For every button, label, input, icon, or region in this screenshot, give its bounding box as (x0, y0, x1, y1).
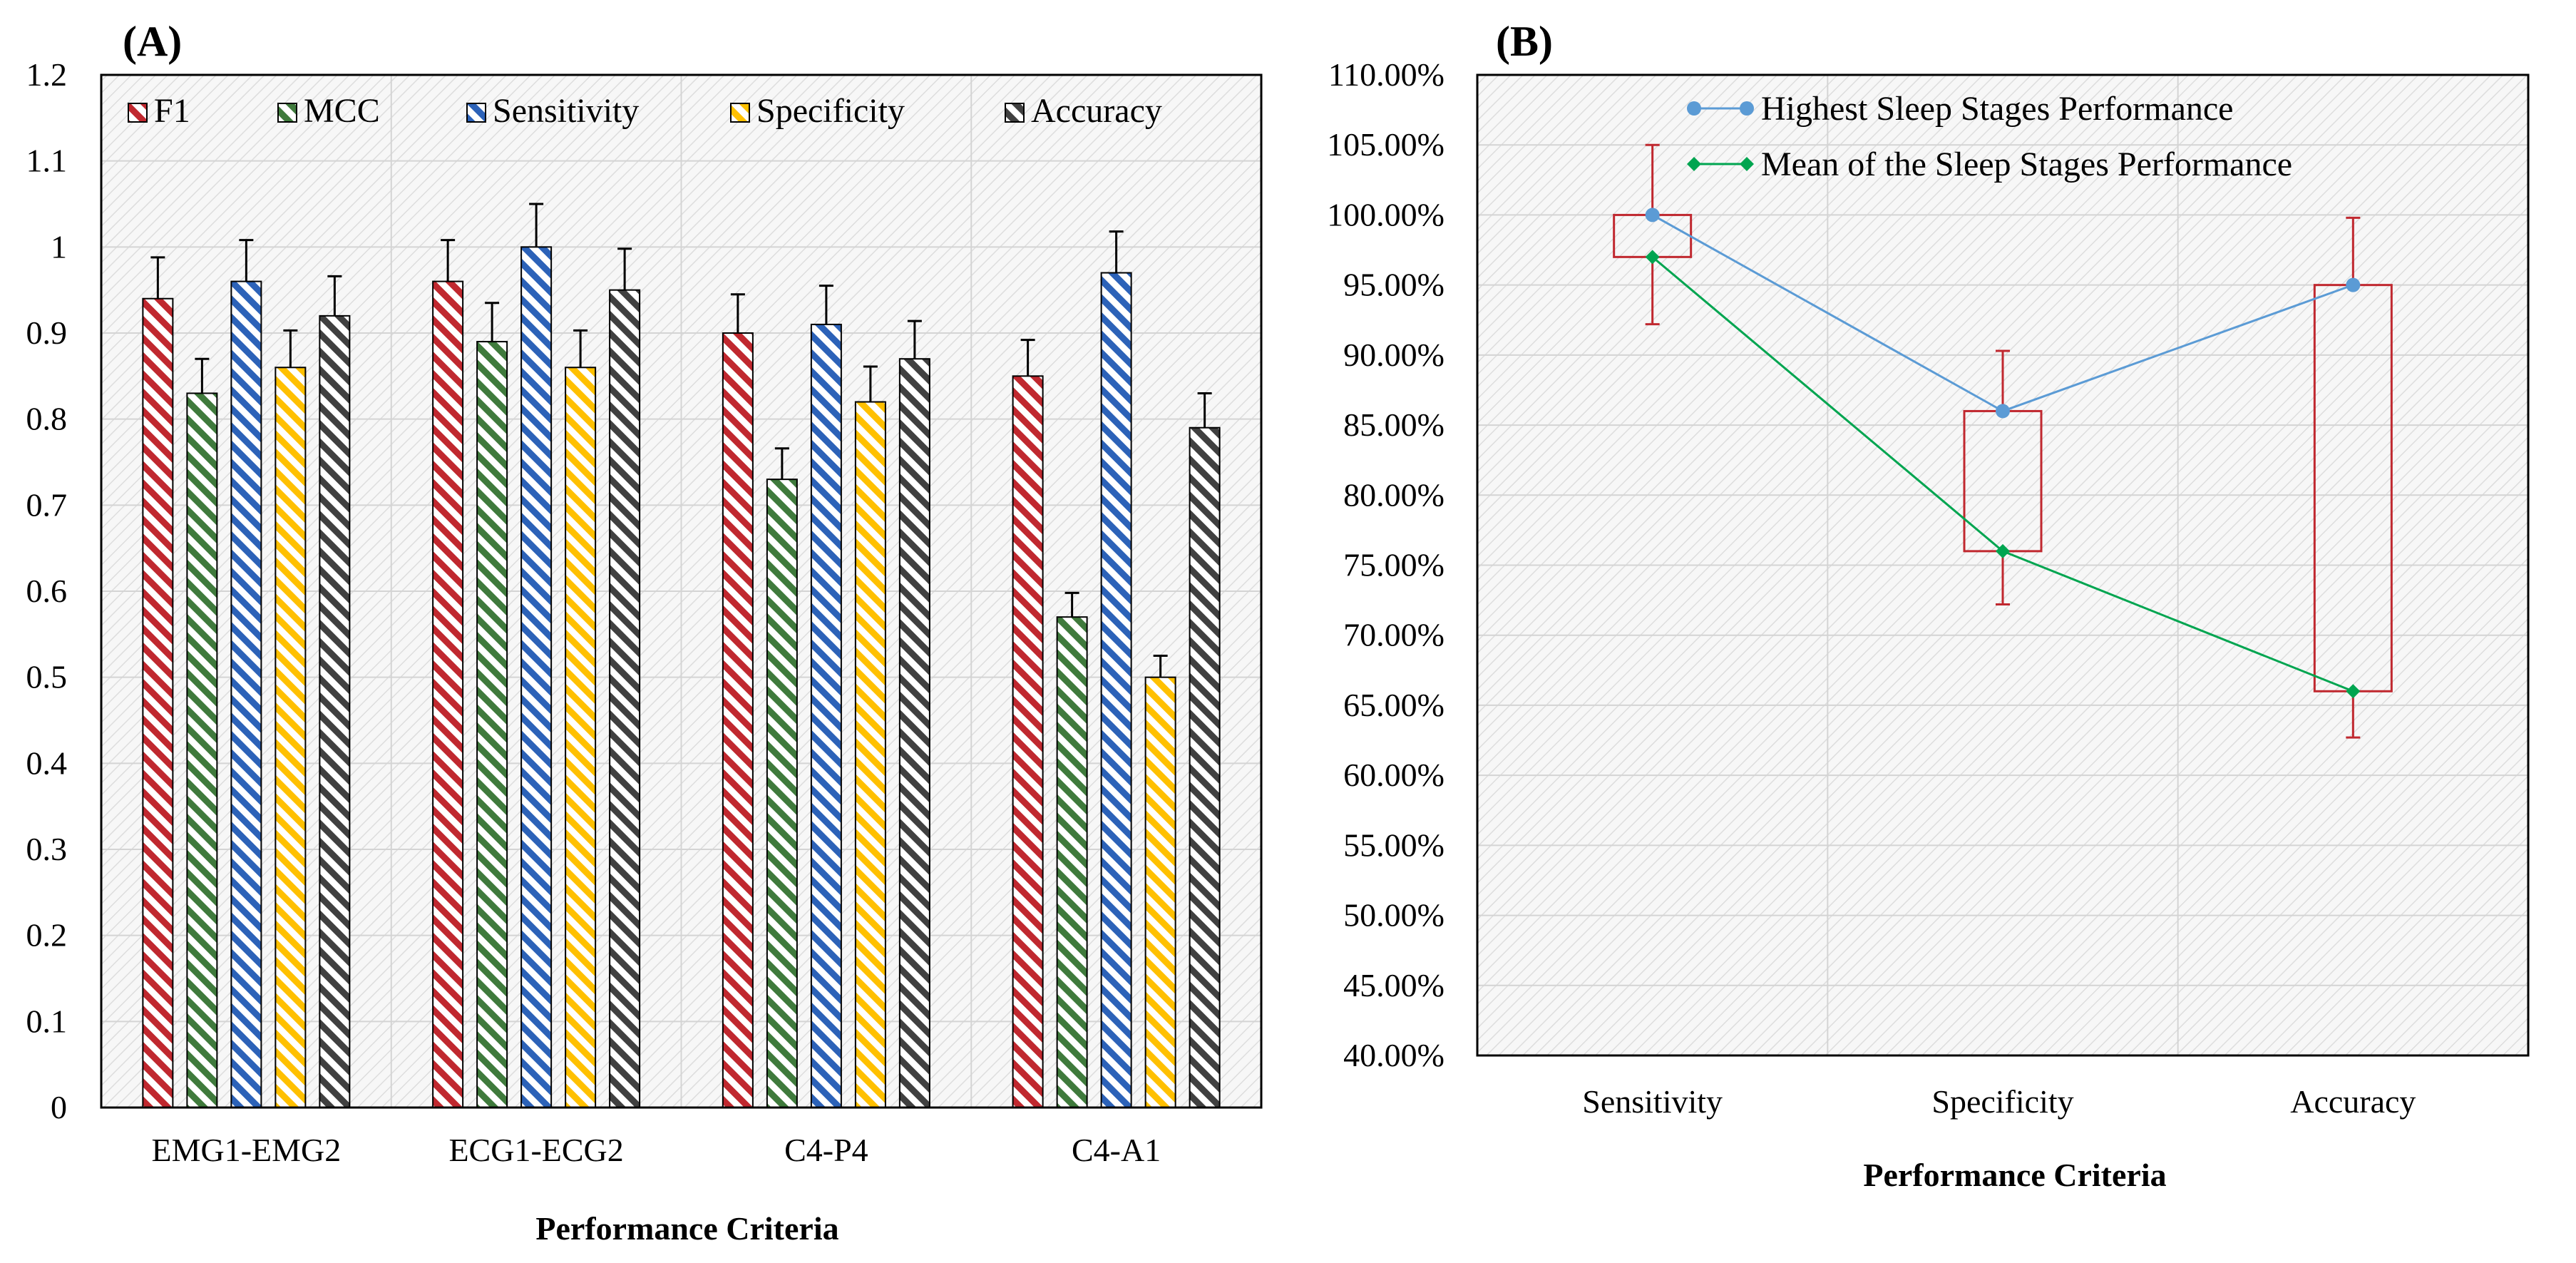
legend-marker-highest-sleep-stages-performance-1 (1740, 101, 1754, 116)
bar-ecg1-ecg2-sensitivity (520, 246, 553, 1108)
legend-marker-mean-of-the-sleep-stages-performance-1 (1740, 157, 1754, 171)
legend-label-specificity: Specificity (756, 92, 905, 130)
panel-a-x-tick-ecg1-ecg2: ECG1-ECG2 (448, 1132, 623, 1168)
panel-a-y-tick-label: 0.9 (26, 315, 68, 351)
legend-label-sensitivity: Sensitivity (493, 92, 639, 130)
panel-b-y-tick-label: 75.00% (1343, 547, 1444, 583)
panel-a-y-tick-label: 0.3 (26, 831, 68, 867)
panel-a-label: (A) (123, 18, 182, 65)
panel-a-bar-chart: (A) 00.10.20.30.40.50.60.70.80.911.11.2 … (26, 18, 1263, 1247)
bar-emg1-emg2-f1 (142, 297, 174, 1109)
panel-b-y-tick-label: 90.00% (1343, 337, 1444, 373)
panel-a-y-tick-label: 0.2 (26, 917, 68, 953)
legend-swatch-accuracy (1005, 103, 1025, 123)
legend-marker-mean-of-the-sleep-stages-performance-0 (1687, 157, 1701, 171)
legend-swatch-specificity (730, 103, 750, 123)
series-point-mean-of-the-sleep-stages-performance-specificity (1996, 543, 2010, 558)
legend-label-highest-sleep-stages-performance: Highest Sleep Stages Performance (1761, 90, 2233, 128)
panel-b-y-tick-label: 50.00% (1343, 897, 1444, 934)
bar-emg1-emg2-sensitivity (230, 280, 262, 1109)
bar-ecg1-ecg2-f1 (432, 280, 464, 1109)
legend-swatch-f1 (128, 103, 148, 123)
panel-a-y-tick-label: 0 (51, 1089, 67, 1125)
panel-b-y-tick-label: 40.00% (1343, 1037, 1444, 1073)
legend-label-accuracy: Accuracy (1031, 92, 1162, 130)
panel-a-x-tick-c4-p4: C4-P4 (784, 1132, 868, 1168)
panel-b-y-tick-label: 110.00% (1328, 56, 1444, 93)
panel-a-y-tick-label: 0.1 (26, 1003, 68, 1039)
panel-b-line-chart: (B) 40.00% 45.00% 50.00% 55.00% 60.00% 65.00%… (1327, 18, 2530, 1193)
panel-a-y-tick-label: 0.6 (26, 573, 68, 609)
panel-b-label: (B) (1496, 18, 1553, 65)
panel-a-plot-frame (100, 73, 1263, 1109)
bar-emg1-emg2-specificity (274, 367, 307, 1108)
panel-b-y-tick-label: 105.00% (1327, 126, 1444, 163)
panel-b-x-axis-title: Performance Criteria (1863, 1157, 2166, 1193)
panel-a-y-tick-label: 0.7 (26, 486, 68, 523)
panel-b-y-tick-label: 45.00% (1343, 967, 1444, 1003)
series-point-highest-sleep-stages-performance-sensitivity (1645, 208, 1660, 223)
panel-b-y-tick-label: 80.00% (1343, 476, 1444, 513)
legend-swatch-sensitivity (466, 103, 486, 123)
panel-b-x-tick-accuracy: Accuracy (2290, 1083, 2416, 1120)
series-point-highest-sleep-stages-performance-accuracy (2346, 277, 2361, 292)
legend-swatch-mcc (277, 103, 297, 123)
bar-c4-a1-f1 (1012, 375, 1044, 1108)
panel-a-y-tick-label: 0.8 (26, 401, 68, 437)
bar-ecg1-ecg2-specificity (565, 367, 597, 1108)
panel-b-y-tick-label: 60.00% (1343, 757, 1444, 793)
panel-b-y-tick-label: 95.00% (1343, 267, 1444, 303)
panel-b-y-tick-label: 65.00% (1343, 687, 1444, 723)
bar-c4-a1-accuracy (1189, 426, 1221, 1108)
bar-c4-a1-sensitivity (1100, 272, 1132, 1108)
legend-marker-highest-sleep-stages-performance-0 (1687, 101, 1701, 116)
series-point-highest-sleep-stages-performance-specificity (1996, 404, 2010, 419)
bar-c4-p4-f1 (722, 332, 754, 1108)
legend-label-mcc: MCC (304, 92, 380, 130)
panel-a-x-axis-title: Performance Criteria (535, 1210, 838, 1247)
bar-c4-p4-accuracy (898, 358, 930, 1109)
panel-a-y-tick-label: 1.2 (26, 56, 68, 93)
bar-c4-a1-specificity (1144, 676, 1176, 1108)
panel-b-x-tick-sensitivity: Sensitivity (1582, 1083, 1723, 1120)
bar-emg1-emg2-mcc (186, 392, 218, 1108)
panel-b-y-tick-label: 100.00% (1327, 196, 1444, 232)
bar-emg1-emg2-accuracy (319, 315, 351, 1108)
panel-a-y-tick-label: 1 (51, 228, 67, 265)
panel-b-y-tick-label: 55.00% (1343, 827, 1444, 863)
panel-b-y-tick-label: 70.00% (1343, 617, 1444, 653)
panel-b-x-tick-specificity: Specificity (1931, 1083, 2073, 1120)
panel-a-y-tick-label: 0.5 (26, 659, 68, 695)
panel-a-x-tick-c4-a1: C4-A1 (1072, 1132, 1161, 1168)
legend-label-f1: F1 (154, 92, 190, 130)
legend-label-mean-of-the-sleep-stages-performance: Mean of the Sleep Stages Performance (1761, 145, 2292, 183)
panel-a-y-tick-label: 1.1 (26, 143, 68, 179)
series-point-mean-of-the-sleep-stages-performance-sensitivity (1645, 250, 1660, 265)
panel-a-error-bars (150, 203, 1212, 677)
bar-c4-p4-specificity (854, 401, 886, 1108)
panel-b-series-lines (1645, 208, 2361, 699)
series-point-mean-of-the-sleep-stages-performance-accuracy (2346, 684, 2361, 699)
bar-c4-a1-mcc (1056, 616, 1088, 1108)
panel-b-y-tick-labels: 40.00% 45.00% 50.00% 55.00% 60.00% 65.00% 70.0… (1327, 56, 1444, 1073)
panel-b-x-tick-labels: Sensitivity Specificity Accuracy (1582, 1083, 2416, 1120)
bar-c4-p4-sensitivity (810, 323, 842, 1108)
bar-c4-p4-mcc (766, 479, 798, 1108)
panel-a-y-tick-label: 0.4 (26, 745, 68, 781)
panel-a-legend: F1 MCC Sensitivity Specificity Accuracy (128, 92, 1162, 130)
panel-a-x-tick-emg1-emg2: EMG1-EMG2 (151, 1132, 341, 1168)
panel-b-legend: Highest Sleep Stages Performance Mean of … (1687, 90, 2292, 183)
bar-ecg1-ecg2-accuracy (609, 289, 641, 1109)
panel-a-x-tick-labels: EMG1-EMG2 ECG1-ECG2 C4-P4 C4-A1 (151, 1132, 1161, 1168)
panel-a-y-tick-labels: 0 0.1 0.2 0.3 0.4 0.5 0.6 0.7 0.8 0.9 1 1.1 1.2 (26, 56, 68, 1125)
panel-b-y-tick-label: 85.00% (1343, 406, 1444, 443)
bar-ecg1-ecg2-mcc (476, 341, 508, 1109)
panel-b-plot-frame (1476, 73, 2530, 1057)
